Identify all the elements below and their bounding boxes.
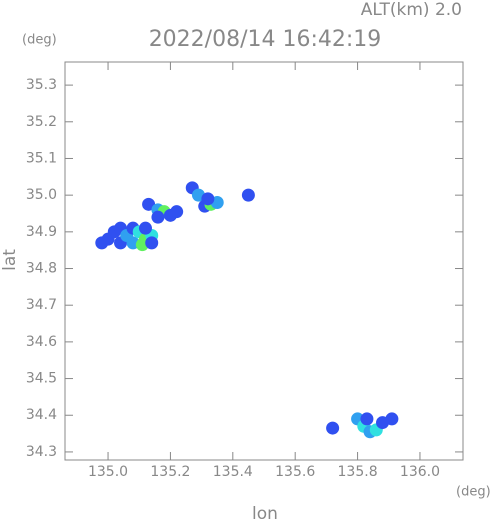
altitude-label: ALT(km) 2.0	[361, 0, 462, 20]
y-tick-label: 35.2	[26, 114, 57, 130]
x-tick-label: 135.8	[338, 464, 378, 480]
y-tick-label: 35.1	[26, 150, 57, 166]
chart-title: 2022/08/14 16:42:19	[149, 27, 382, 52]
echo-cell	[145, 236, 159, 250]
echo-cell	[326, 421, 340, 435]
y-tick-label: 34.3	[26, 444, 57, 460]
x-axis-label: lon	[252, 504, 278, 521]
y-unit: (deg)	[22, 33, 57, 48]
y-tick-label: 34.8	[26, 261, 57, 277]
y-tick-label: 34.7	[26, 297, 57, 313]
echo-cell	[170, 205, 184, 219]
echo-cell	[142, 197, 156, 211]
echo-cell	[385, 412, 399, 426]
y-tick-label: 34.9	[26, 224, 57, 240]
echo-cell	[241, 188, 255, 202]
plot-frame	[64, 61, 464, 461]
x-tick-label: 135.4	[213, 464, 253, 480]
x-tick-label: 135.0	[88, 464, 128, 480]
x-tick-label: 135.2	[150, 464, 190, 480]
y-tick-label: 35.3	[26, 77, 57, 93]
x-unit: (deg)	[456, 485, 491, 500]
x-tick-label: 136.0	[400, 464, 440, 480]
y-tick-label: 35.0	[26, 187, 57, 203]
echo-cell	[360, 412, 374, 426]
y-tick-label: 34.6	[26, 334, 57, 350]
echo-cell	[138, 221, 152, 235]
x-tick-label: 135.6	[275, 464, 315, 480]
y-axis-label: lat	[0, 249, 20, 271]
echo-cell	[151, 210, 165, 224]
y-tick-label: 34.5	[26, 371, 57, 387]
echo-cell	[201, 192, 215, 206]
y-tick-label: 34.4	[26, 407, 57, 423]
